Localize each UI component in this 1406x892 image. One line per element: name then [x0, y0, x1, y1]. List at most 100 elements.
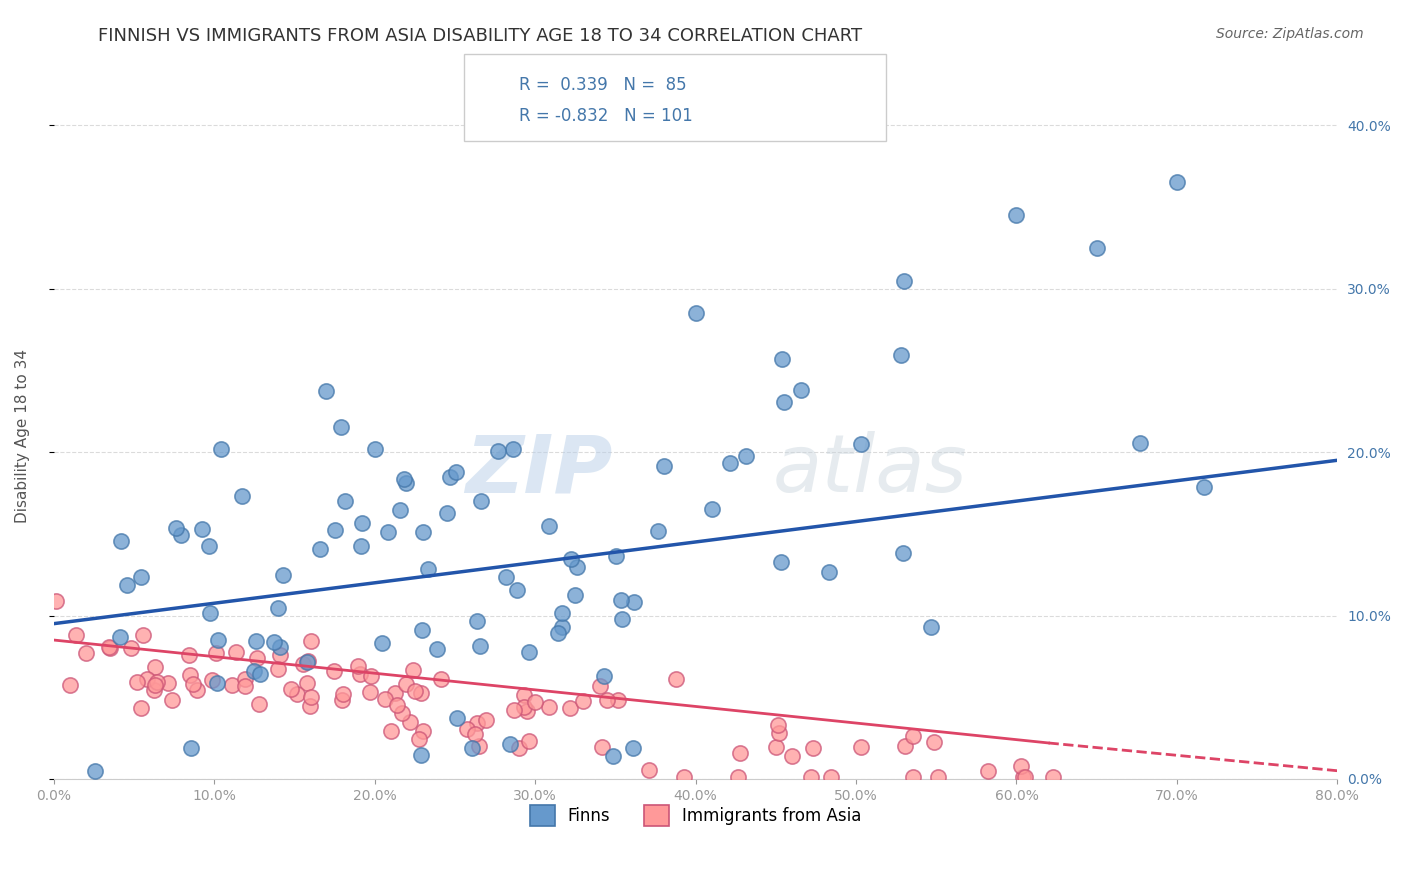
Point	[799, 770, 821, 784]
Point	[1166, 176, 1188, 190]
Point	[468, 640, 491, 654]
Point	[350, 539, 373, 553]
Point	[404, 684, 426, 698]
Point	[269, 648, 291, 663]
Point	[209, 442, 232, 456]
Point	[377, 524, 399, 539]
Point	[513, 700, 536, 714]
Point	[183, 677, 205, 691]
Point	[360, 668, 382, 682]
Point	[269, 640, 291, 654]
Point	[890, 348, 912, 362]
Point	[297, 675, 319, 690]
Point	[190, 522, 212, 536]
Point	[233, 672, 256, 686]
Point	[247, 697, 270, 711]
Point	[456, 722, 478, 736]
Point	[702, 502, 724, 516]
Point	[385, 698, 408, 713]
Point	[891, 546, 914, 560]
Point	[409, 748, 432, 763]
Text: Source: ZipAtlas.com: Source: ZipAtlas.com	[1216, 27, 1364, 41]
Point	[637, 763, 659, 777]
Point	[271, 568, 294, 582]
Point	[291, 657, 314, 671]
Point	[285, 687, 308, 701]
Point	[98, 640, 121, 655]
Point	[560, 701, 582, 715]
Point	[564, 588, 586, 602]
Point	[179, 668, 201, 682]
Point	[621, 740, 644, 755]
Point	[145, 674, 167, 689]
Point	[249, 666, 271, 681]
Point	[97, 640, 120, 654]
Point	[605, 549, 627, 563]
Point	[330, 693, 353, 707]
Point	[132, 628, 155, 642]
Point	[76, 646, 98, 660]
Point	[266, 662, 288, 676]
Point	[330, 420, 353, 434]
Point	[606, 692, 628, 706]
Point	[430, 672, 453, 686]
Point	[461, 741, 484, 756]
Point	[551, 606, 574, 620]
Point	[551, 619, 574, 633]
Point	[350, 516, 373, 530]
Point	[893, 273, 915, 287]
Point	[592, 669, 614, 683]
Point	[647, 524, 669, 538]
Point	[225, 645, 247, 659]
Point	[83, 764, 105, 778]
Point	[65, 628, 87, 642]
Point	[408, 732, 430, 747]
Point	[426, 641, 449, 656]
Point	[280, 682, 302, 697]
Point	[1042, 770, 1064, 784]
Point	[515, 704, 537, 718]
Point	[333, 493, 356, 508]
Point	[537, 700, 560, 714]
Point	[309, 542, 332, 557]
Point	[110, 534, 132, 549]
Point	[977, 764, 1000, 778]
Point	[685, 306, 707, 320]
Point	[1005, 208, 1028, 222]
Point	[718, 456, 741, 470]
Point	[197, 540, 219, 554]
Point	[205, 647, 228, 661]
Point	[502, 703, 524, 717]
Point	[547, 625, 569, 640]
Point	[768, 726, 790, 740]
Point	[131, 570, 153, 584]
Legend: Finns, Immigrants from Asia: Finns, Immigrants from Asia	[523, 798, 868, 832]
Point	[588, 679, 610, 693]
Point	[402, 663, 425, 677]
Point	[486, 444, 509, 458]
Point	[201, 673, 224, 687]
Point	[263, 635, 285, 649]
Point	[299, 698, 322, 713]
Text: R =  0.339   N =  85: R = 0.339 N = 85	[519, 76, 686, 94]
Point	[901, 729, 924, 743]
Point	[1192, 480, 1215, 494]
Point	[673, 770, 696, 784]
Point	[512, 688, 534, 702]
Point	[924, 735, 946, 749]
Point	[851, 739, 873, 754]
Point	[245, 650, 267, 665]
Point	[436, 507, 458, 521]
Point	[245, 634, 267, 648]
Point	[115, 578, 138, 592]
Point	[508, 741, 530, 756]
Point	[198, 606, 221, 620]
Point	[560, 552, 582, 566]
Point	[394, 472, 416, 486]
Point	[143, 678, 166, 692]
Y-axis label: Disability Age 18 to 34: Disability Age 18 to 34	[15, 349, 30, 523]
Point	[1010, 759, 1032, 773]
Point	[467, 739, 489, 753]
Point	[506, 582, 529, 597]
Point	[517, 645, 540, 659]
